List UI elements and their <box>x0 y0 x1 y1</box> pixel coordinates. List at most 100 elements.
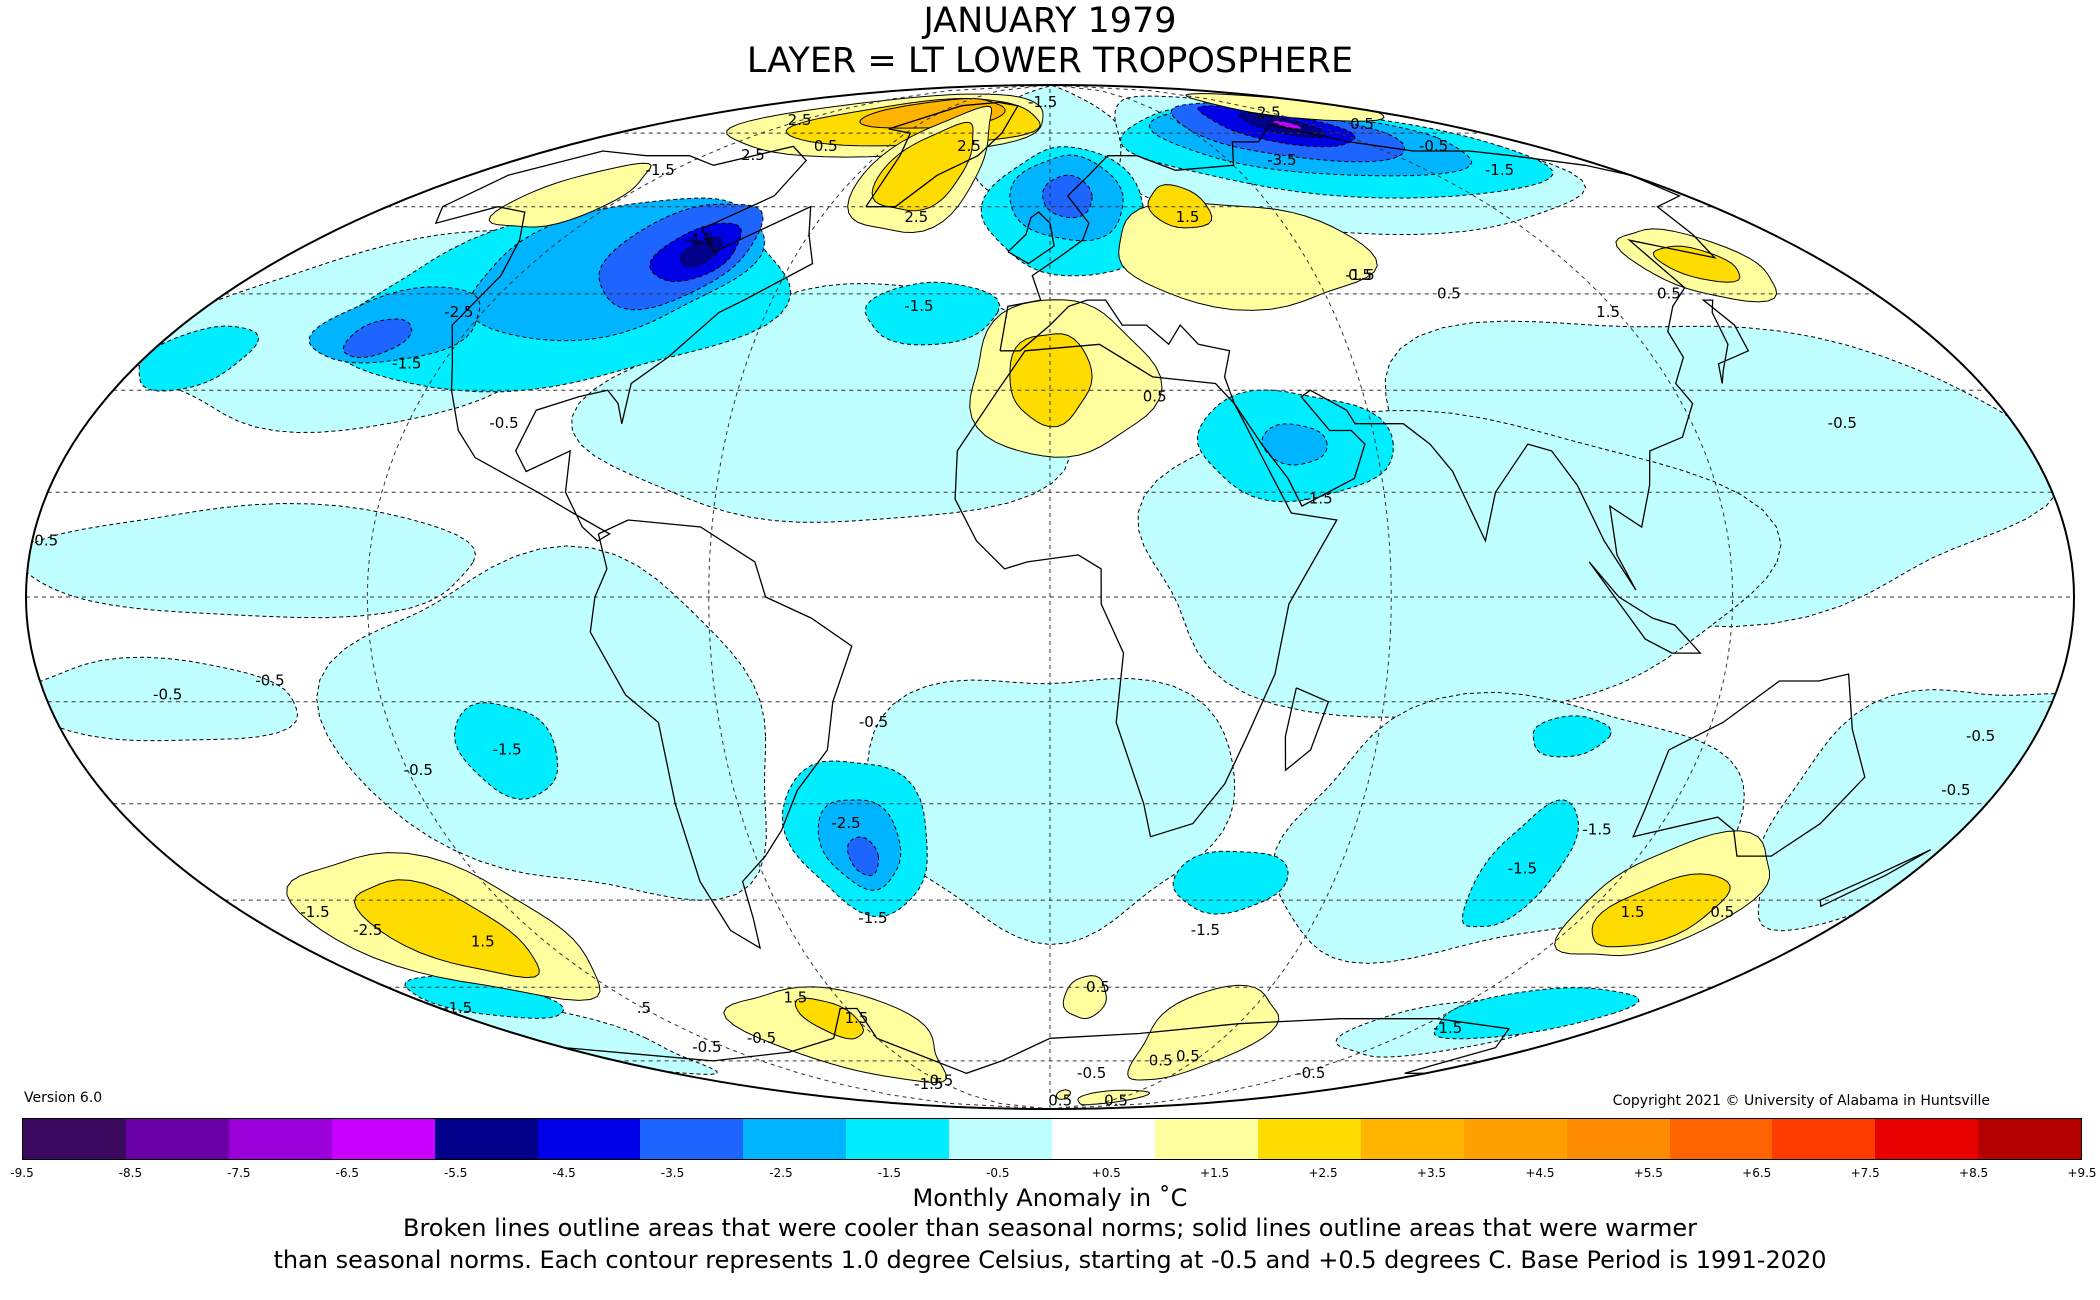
contour-label: -0.5 <box>1966 727 1995 745</box>
contour-label: -0.5 <box>255 672 284 690</box>
contour-label: 0.5 <box>1176 1047 1200 1065</box>
warm-anomaly-region <box>1056 1089 1072 1100</box>
contour-label: 0.5 <box>1143 387 1167 405</box>
contour-label: -0.5 <box>29 531 58 549</box>
coastline <box>1284 687 1330 772</box>
cool-anomaly-region <box>26 656 299 742</box>
copyright-label: Copyright 2021 © University of Alabama i… <box>1612 1093 1990 1109</box>
longitude-line <box>366 85 1051 1109</box>
contour-label: 2.5 <box>904 208 928 226</box>
colorbar-swatch <box>949 1119 1053 1159</box>
map-border <box>25 84 2075 1110</box>
caption-line-2: than seasonal norms. Each contour repres… <box>273 1246 1827 1274</box>
warm-anomaly-region <box>1062 975 1107 1020</box>
cool-anomaly-region <box>26 502 477 619</box>
contour-label: -0.5 <box>489 414 518 432</box>
contour-label: 0.5 <box>1348 266 1372 284</box>
contour-label: 1.5 <box>1596 303 1620 321</box>
coastline <box>563 1007 1511 1074</box>
longitude-line <box>1049 85 1734 1109</box>
coastline <box>999 123 1717 591</box>
colorbar-swatch <box>1154 1119 1258 1159</box>
colorbar <box>22 1118 2082 1160</box>
colorbar-tick-label: -8.5 <box>118 1166 143 1180</box>
contour-label: .5 <box>637 999 651 1017</box>
contour-label: 0.5 <box>1104 1091 1128 1109</box>
colorbar-tick-label: -6.5 <box>335 1166 359 1180</box>
contour-label: -0.5 <box>1419 137 1448 155</box>
contour-label: -1.5 <box>1303 490 1332 508</box>
contour-label: 1.5 <box>1176 208 1200 226</box>
contour-label: 0.5 <box>1657 284 1681 302</box>
contour-label: 1.5 <box>845 1009 869 1027</box>
colorbar-tick-label: -5.5 <box>443 1166 468 1180</box>
contour-label: -0.5 <box>1941 781 1970 799</box>
coastline <box>1007 211 1055 265</box>
colorbar-swatch <box>1978 1119 2082 1159</box>
colorbar-swatch <box>1669 1119 1773 1159</box>
coastline <box>1819 849 1932 908</box>
colorbar-swatch <box>331 1119 435 1159</box>
cool-anomaly-region <box>1172 850 1289 915</box>
contour-label: -1.5 <box>300 903 329 921</box>
warm-anomaly-region <box>1591 873 1731 948</box>
colorbar-tick-label: -2.5 <box>769 1166 793 1180</box>
colorbar-swatch <box>846 1119 950 1159</box>
cool-anomaly-region <box>846 836 880 877</box>
warm-anomaly-region <box>1118 201 1378 311</box>
contour-label: -2.5 <box>831 814 860 832</box>
coastline <box>865 101 1019 208</box>
warm-anomaly-region <box>1127 984 1280 1081</box>
colorbar-tick-label: +8.5 <box>1959 1166 1989 1180</box>
contour-label: 0.5 <box>1149 1051 1173 1069</box>
contour-label: -4.5 <box>684 231 713 249</box>
coastlines <box>434 101 1932 1074</box>
cool-anomaly-region <box>402 998 718 1075</box>
warm-anomaly-region <box>871 121 974 212</box>
colorbar-swatch <box>1052 1119 1155 1159</box>
colorbar-title: Monthly Anomaly in ˚C <box>912 1184 1188 1212</box>
colorbar-swatch <box>1463 1119 1567 1159</box>
colorbar-swatch <box>537 1119 641 1159</box>
warm-anomaly-region <box>1185 93 1385 122</box>
contour-label: -0.5 <box>747 1029 776 1047</box>
contour-label: 0.5 <box>1437 284 1461 302</box>
colorbar-tick-label: -0.5 <box>986 1166 1010 1180</box>
colorbar-swatch <box>434 1119 538 1159</box>
cool-anomaly-region <box>453 702 559 800</box>
cool-anomaly-region <box>1271 120 1302 130</box>
contour-label: -1.5 <box>392 354 421 372</box>
contour-label: 1.5 <box>471 933 495 951</box>
contour-label: -1.5 <box>1508 859 1537 877</box>
contour-label: 1.5 <box>783 989 807 1007</box>
colorbar-tick-label: -3.5 <box>660 1166 685 1180</box>
colorbar-swatch <box>1360 1119 1464 1159</box>
colorbar-swatch <box>23 1119 126 1159</box>
warm-anomaly-region <box>794 997 865 1040</box>
coastline <box>434 145 814 542</box>
colorbar-swatch <box>1566 1119 1670 1159</box>
graticule <box>26 85 2074 1109</box>
colorbar-swatch <box>640 1119 744 1159</box>
colorbar-tick-label: +3.5 <box>1416 1166 1447 1180</box>
caption-line-1: Broken lines outline areas that were coo… <box>403 1214 1697 1242</box>
contour-label: -1.5 <box>1433 1019 1462 1037</box>
contour-label: -0.5 <box>1828 414 1857 432</box>
cool-anomaly-region <box>138 325 260 392</box>
colorbar-tick-label: +2.5 <box>1308 1166 1338 1180</box>
colorbar-tick-label: -7.5 <box>227 1166 251 1180</box>
colorbar-swatch <box>125 1119 229 1159</box>
colorbar-swatch <box>228 1119 332 1159</box>
cool-anomaly-region <box>1532 715 1612 758</box>
contour-label: -0.5 <box>924 1072 953 1090</box>
colorbar-swatch <box>1772 1119 1876 1159</box>
coastline <box>1631 673 1866 857</box>
version-label: Version 6.0 <box>24 1090 103 1106</box>
warm-anomaly-region <box>1652 245 1741 283</box>
cool-anomaly-region <box>342 318 413 358</box>
contour-label: -1.5 <box>1191 921 1220 939</box>
contour-label: -2.5 <box>444 303 473 321</box>
contour-label: -1.5 <box>1582 821 1611 839</box>
contour-label: 0.5 <box>1086 978 1110 996</box>
contour-label: 2.5 <box>788 111 812 129</box>
